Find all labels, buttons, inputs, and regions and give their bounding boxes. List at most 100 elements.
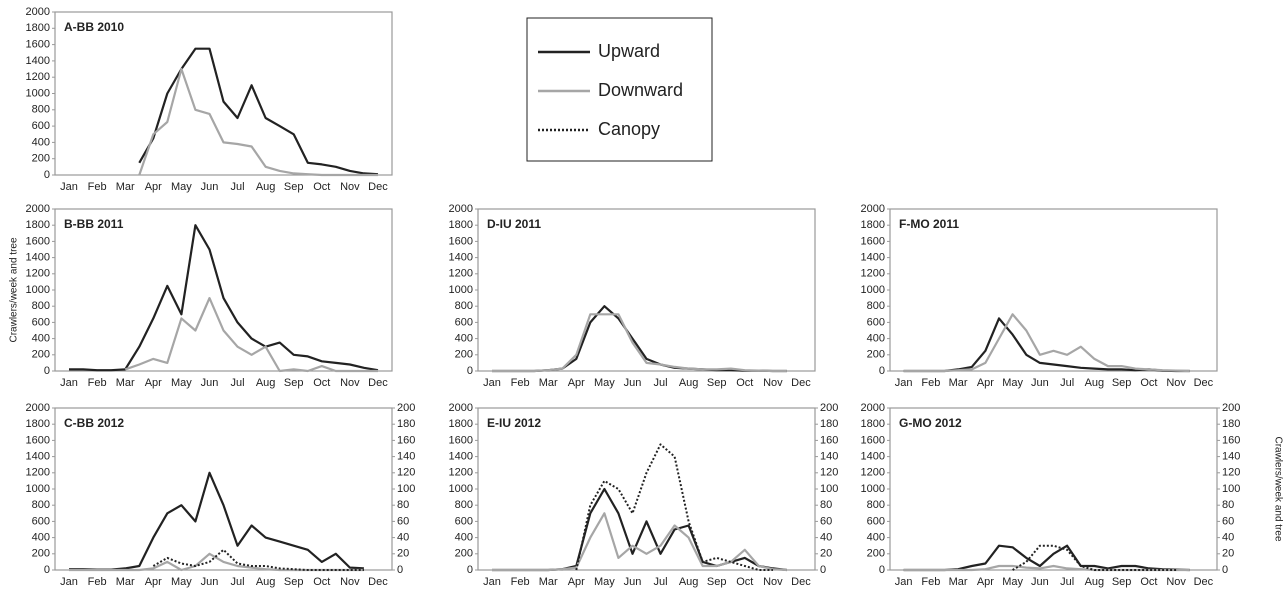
x-tick-label: Nov <box>763 576 783 588</box>
series-line <box>492 512 787 572</box>
y-tick-label: 800 <box>867 300 885 312</box>
x-tick-label: Dec <box>1194 576 1214 588</box>
x-tick-label: Sep <box>284 377 304 389</box>
x-tick-label: Jun <box>201 181 219 193</box>
x-tick-label: Jun <box>1031 576 1049 588</box>
y-tick-label: 400 <box>32 333 50 345</box>
y-tick-label: 1000 <box>861 284 885 296</box>
panel-title: A-BB 2010 <box>64 20 124 34</box>
x-tick-label: Jan <box>60 181 78 193</box>
y-tick-label: 1600 <box>861 235 885 247</box>
panel-title: D-IU 2011 <box>487 217 541 231</box>
x-tick-label: Jan <box>895 576 913 588</box>
x-tick-label: Feb <box>88 377 107 389</box>
y2-tick-label: 20 <box>397 548 409 560</box>
y2-tick-label: 160 <box>1222 434 1240 446</box>
x-tick-label: Nov <box>340 181 360 193</box>
x-tick-label: Nov <box>1166 377 1186 389</box>
series-line <box>69 224 379 372</box>
legend-label: Upward <box>598 41 660 61</box>
x-tick-label: Sep <box>284 576 304 588</box>
x-tick-label: Jun <box>201 377 219 389</box>
x-tick-label: May <box>171 181 192 193</box>
x-tick-label: Mar <box>949 576 968 588</box>
x-tick-label: Jun <box>624 377 642 389</box>
x-tick-label: Jul <box>654 377 668 389</box>
y-tick-label: 1800 <box>26 22 50 34</box>
x-tick-label: Oct <box>313 181 330 193</box>
panel-title: B-BB 2011 <box>64 217 124 231</box>
y-tick-label: 200 <box>32 548 50 560</box>
x-tick-label: Nov <box>340 377 360 389</box>
x-tick-label: Feb <box>921 576 940 588</box>
y-tick-label: 0 <box>44 564 50 576</box>
y-tick-label: 200 <box>455 548 473 560</box>
series-line <box>1012 544 1177 571</box>
legend-box <box>526 17 713 162</box>
x-tick-label: May <box>171 377 192 389</box>
plot-frame <box>54 208 393 372</box>
y2-tick-label: 80 <box>397 499 409 511</box>
x-tick-label: Jan <box>483 377 501 389</box>
y-tick-label: 1200 <box>449 467 473 479</box>
x-tick-label: May <box>594 377 615 389</box>
y-tick-label: 1600 <box>449 235 473 247</box>
y-tick-label: 1400 <box>26 451 50 463</box>
x-tick-label: Oct <box>736 377 753 389</box>
x-tick-label: Oct <box>313 576 330 588</box>
y2-tick-label: 80 <box>820 499 832 511</box>
y-tick-label: 1000 <box>26 284 50 296</box>
y-tick-label: 1200 <box>449 268 473 280</box>
y-tick-label: 1600 <box>861 434 885 446</box>
x-tick-label: Jul <box>231 377 245 389</box>
y2-tick-label: 180 <box>397 418 415 430</box>
y2-tick-label: 200 <box>397 402 415 414</box>
y2-tick-label: 160 <box>820 434 838 446</box>
x-tick-label: Jul <box>231 576 245 588</box>
y-tick-label: 1800 <box>26 418 50 430</box>
x-tick-label: Oct <box>313 377 330 389</box>
y2-axis-label: Crawlers/week and tree <box>1272 436 1283 541</box>
y-tick-label: 1200 <box>26 467 50 479</box>
y-tick-label: 400 <box>455 333 473 345</box>
x-tick-label: Jan <box>483 576 501 588</box>
y2-tick-label: 60 <box>397 515 409 527</box>
y-tick-label: 800 <box>867 499 885 511</box>
y-tick-label: 1000 <box>449 483 473 495</box>
x-tick-label: Mar <box>116 181 135 193</box>
plot-frame <box>889 407 1218 571</box>
x-tick-label: Jan <box>895 377 913 389</box>
x-tick-label: Mar <box>116 576 135 588</box>
y-tick-label: 0 <box>467 365 473 377</box>
x-tick-label: Feb <box>511 377 530 389</box>
y2-tick-label: 140 <box>397 451 415 463</box>
x-tick-label: Nov <box>340 576 360 588</box>
x-tick-label: Mar <box>539 576 558 588</box>
y-tick-label: 600 <box>32 316 50 328</box>
panel-title: E-IU 2012 <box>487 416 541 430</box>
y2-tick-label: 40 <box>820 532 832 544</box>
x-tick-label: Sep <box>284 181 304 193</box>
y-tick-label: 1200 <box>26 71 50 83</box>
y2-tick-label: 20 <box>820 548 832 560</box>
y2-tick-label: 180 <box>1222 418 1240 430</box>
y-tick-label: 2000 <box>861 402 885 414</box>
y2-tick-label: 200 <box>1222 402 1240 414</box>
y-tick-label: 1000 <box>26 87 50 99</box>
y-tick-label: 1400 <box>449 252 473 264</box>
y-tick-label: 1600 <box>449 434 473 446</box>
x-tick-label: Mar <box>116 377 135 389</box>
y-tick-label: 400 <box>32 136 50 148</box>
y-tick-label: 1200 <box>861 467 885 479</box>
x-tick-label: Jun <box>624 576 642 588</box>
x-tick-label: Feb <box>921 377 940 389</box>
y2-tick-label: 180 <box>820 418 838 430</box>
series-line <box>903 317 1190 373</box>
y-tick-label: 1600 <box>26 235 50 247</box>
y-tick-label: 200 <box>32 349 50 361</box>
y-tick-label: 200 <box>867 349 885 361</box>
y-tick-label: 0 <box>44 365 50 377</box>
y-tick-label: 400 <box>867 532 885 544</box>
